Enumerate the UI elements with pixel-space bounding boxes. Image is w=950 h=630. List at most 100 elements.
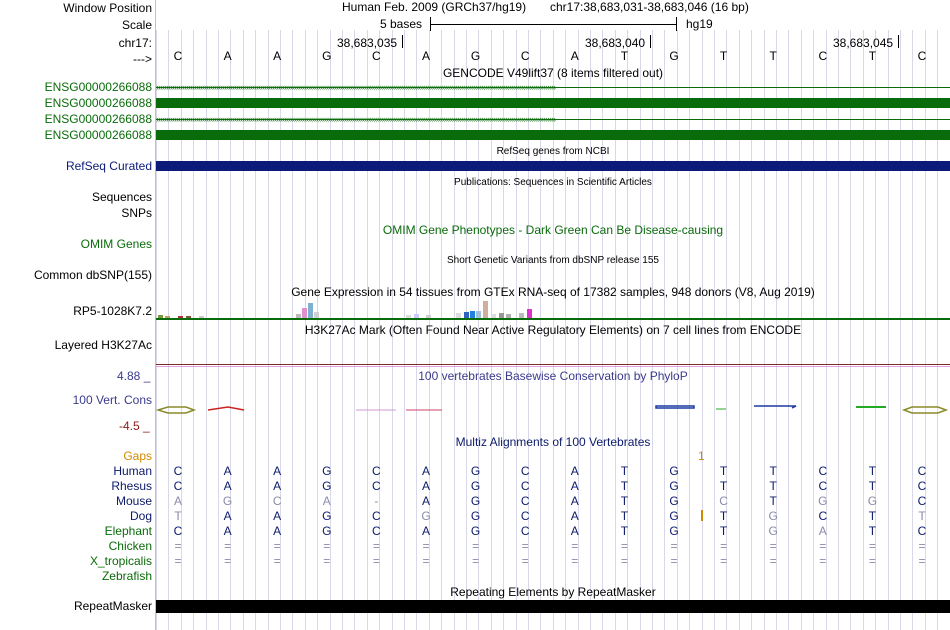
gtex-bars[interactable] — [156, 298, 950, 318]
alignment-base: G — [322, 479, 332, 493]
gtex-bar — [491, 314, 496, 318]
gtex-bar — [519, 313, 524, 318]
alignment-base: A — [570, 494, 579, 508]
gencode-exon-4[interactable] — [156, 130, 950, 140]
alignment-base: G — [322, 464, 332, 478]
phylop-graph[interactable] — [156, 398, 950, 418]
sequences-label[interactable]: Sequences — [91, 190, 152, 204]
alignment-base: A — [570, 479, 579, 493]
alignment-base: G — [768, 509, 778, 523]
refseq-title[interactable]: RefSeq genes from NCBI — [496, 146, 610, 157]
gtex-bar — [456, 313, 461, 318]
gtex-bar — [406, 315, 411, 318]
alignment-base: C — [520, 524, 530, 538]
h3k27ac-signal[interactable] — [156, 364, 950, 365]
alignment-base: = — [868, 539, 876, 553]
repeat-label[interactable]: RepeatMasker — [73, 599, 152, 613]
alignment-base: T — [868, 464, 877, 478]
alignment-base: = — [620, 554, 628, 568]
species-label[interactable]: Zebrafish — [101, 569, 152, 583]
reference-base: T — [769, 49, 777, 63]
reference-base: C — [173, 49, 183, 63]
dbsnp-label[interactable]: Common dbSNP(155) — [33, 268, 152, 282]
alignment-base: G — [222, 494, 233, 508]
species-label[interactable]: X_tropicalis — [89, 554, 152, 568]
species-label[interactable]: Elephant — [104, 524, 152, 538]
species-label[interactable]: Dog — [129, 509, 152, 523]
alignment-base: A — [570, 509, 579, 523]
alignment-base: = — [918, 554, 926, 568]
gtex-bar — [426, 315, 431, 318]
alignment-base: C — [520, 509, 530, 523]
alignment-base: C — [818, 509, 828, 523]
alignment-base: A — [173, 494, 182, 508]
species-label[interactable]: Rhesus — [111, 479, 152, 493]
alignment-base: = — [571, 539, 579, 553]
alignment-base: C — [917, 494, 927, 508]
omim-label[interactable]: OMIM Genes — [80, 237, 152, 251]
alignment-base: = — [521, 554, 529, 568]
alignment-base: = — [918, 539, 926, 553]
alignment-base: C — [372, 479, 381, 493]
gtex-bar — [165, 316, 170, 318]
label-divider — [155, 0, 156, 630]
refseq-label[interactable]: RefSeq Curated — [65, 159, 152, 173]
alignment-base: A — [223, 479, 232, 493]
h3k27ac-label[interactable]: Layered H3K27Ac — [54, 338, 152, 352]
gencode-exon-2[interactable] — [156, 98, 950, 108]
gtex-bar — [308, 303, 313, 318]
refseq-exon[interactable] — [156, 161, 950, 171]
alignment-base: C — [917, 524, 927, 538]
gtex-title[interactable]: Gene Expression in 54 tissues from GTEx … — [291, 285, 815, 299]
alignment-base: T — [620, 494, 629, 508]
dbsnp-title[interactable]: Short Genetic Variants from dbSNP releas… — [447, 255, 659, 266]
alignment-base: A — [223, 524, 232, 538]
gencode-label-3[interactable]: ENSG00000266088 — [44, 112, 152, 126]
phylop-max: 4.88 _ — [117, 369, 151, 383]
gencode-label-4[interactable]: ENSG00000266088 — [44, 128, 152, 142]
alignment-base: T — [719, 464, 728, 478]
alignment-base: = — [819, 539, 827, 553]
assembly-title[interactable]: Human Feb. 2009 (GRCh37/hg19) — [342, 0, 527, 14]
gtex-bar — [178, 316, 183, 318]
snps-label[interactable]: SNPs — [121, 206, 152, 220]
omim-title[interactable]: OMIM Gene Phenotypes - Dark Green Can Be… — [382, 223, 724, 237]
multiz-title[interactable]: Multiz Alignments of 100 Vertebrates — [455, 435, 651, 449]
gencode-intron-1[interactable]: ››››››››››››››››››››››››››››››››››››››››… — [156, 83, 950, 92]
gaps-label[interactable]: Gaps — [123, 449, 152, 463]
species-label[interactable]: Chicken — [108, 539, 152, 553]
coord-label-3: 38,683,045 — [833, 36, 894, 50]
alignment-base: C — [520, 494, 530, 508]
alignment-base: C — [173, 479, 183, 493]
phylop-glyph — [207, 406, 245, 411]
phylop-glyph — [754, 405, 797, 409]
gencode-title[interactable]: GENCODE V49lift37 (8 items filtered out) — [442, 66, 664, 80]
alignment-base: T — [719, 509, 728, 523]
alignment-base: T — [769, 464, 777, 478]
gencode-label-1[interactable]: ENSG00000266088 — [44, 80, 152, 94]
repeat-element[interactable] — [156, 600, 950, 613]
window-position-label: Window Position — [63, 1, 152, 15]
h3k27ac-title[interactable]: H3K27Ac Mark (Often Found Near Active Re… — [304, 323, 802, 337]
repeat-title[interactable]: Repeating Elements by RepeatMasker — [450, 585, 656, 599]
alignment-base: C — [173, 524, 183, 538]
alignment-base: C — [520, 479, 530, 493]
coord-label-2: 38,683,040 — [585, 36, 646, 50]
reference-base: T — [868, 49, 877, 63]
species-label[interactable]: Mouse — [115, 494, 152, 508]
alignment-base: A — [273, 479, 282, 493]
gencode-intron-3[interactable]: ››››››››››››››››››››››››››››››››››››››››… — [156, 115, 950, 124]
phylop-title[interactable]: 100 vertebrates Basewise Conservation by… — [418, 369, 688, 383]
alignment-base: G — [470, 524, 481, 538]
position-title[interactable]: chr17:38,683,031-38,683,046 (16 bp) — [550, 0, 749, 14]
alignment-base: A — [273, 509, 282, 523]
alignment-base: A — [421, 479, 430, 493]
alignment-base: G — [669, 464, 679, 478]
phylop-label[interactable]: 100 Vert. Cons — [72, 393, 152, 407]
species-label[interactable]: Human — [113, 464, 152, 478]
alignment-base: G — [322, 509, 332, 523]
alignment-base: T — [769, 494, 777, 508]
gtex-label[interactable]: RP5-1028K7.2 — [73, 304, 152, 318]
gencode-label-2[interactable]: ENSG00000266088 — [44, 96, 152, 110]
publications-title[interactable]: Publications: Sequences in Scientific Ar… — [454, 177, 652, 188]
